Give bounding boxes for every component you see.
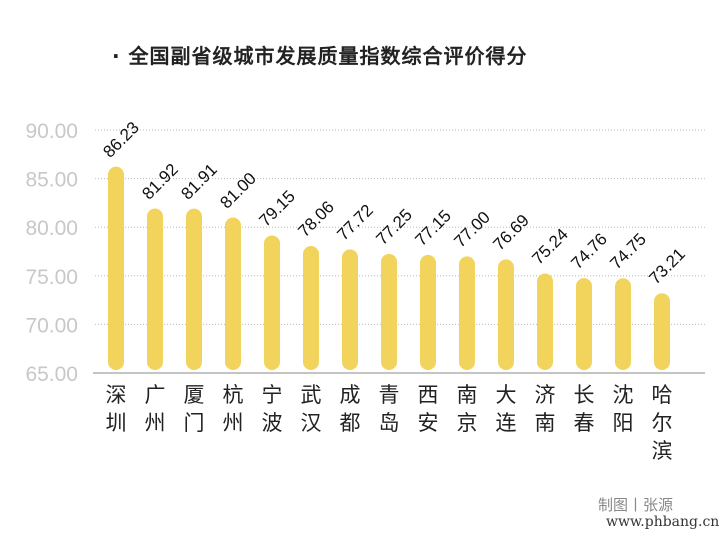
x-tick-label: 圳	[106, 411, 127, 435]
data-label: 75.24	[528, 225, 572, 269]
data-label: 73.21	[645, 245, 689, 289]
x-tick-label: 杭	[223, 383, 244, 407]
data-label: 74.76	[567, 229, 611, 273]
x-tick-label: 南	[535, 411, 556, 435]
x-tick-label: 宁	[262, 383, 283, 407]
data-label: 76.69	[489, 211, 533, 255]
x-tick-label: 州	[145, 411, 166, 435]
data-label: 77.25	[372, 205, 416, 249]
bar	[420, 254, 436, 370]
x-tick-label: 滨	[652, 439, 673, 463]
x-tick-label: 南	[457, 383, 478, 407]
x-tick-label: 济	[535, 383, 556, 407]
x-tick-label: 大	[496, 383, 517, 407]
credit-text: 制图丨张源	[598, 496, 674, 514]
y-tick-label: 70.00	[25, 314, 78, 337]
bar	[147, 208, 163, 370]
x-tick-label: 汉	[301, 411, 322, 435]
x-tick-label: 连	[496, 411, 517, 435]
y-tick-label: 80.00	[25, 217, 78, 240]
bar	[342, 249, 358, 370]
x-tick-label: 春	[574, 411, 595, 435]
x-tick-label: 西	[418, 383, 439, 407]
x-tick-label: 门	[184, 411, 205, 435]
data-label: 81.92	[138, 160, 182, 204]
bar	[498, 259, 514, 370]
x-tick-label: 成	[340, 383, 361, 407]
data-label: 78.06	[294, 197, 338, 241]
x-tick-label: 都	[340, 411, 361, 435]
data-label: 81.91	[177, 160, 221, 204]
x-tick-label: 安	[418, 411, 439, 435]
data-label: 79.15	[255, 187, 299, 231]
x-tick-label: 波	[262, 411, 283, 435]
x-tick-label: 哈	[652, 383, 673, 407]
bar	[459, 256, 475, 370]
x-tick-label: 州	[223, 411, 244, 435]
bar	[381, 253, 397, 370]
bar	[537, 273, 553, 370]
bar	[186, 208, 202, 370]
x-tick-label: 广	[145, 383, 166, 407]
bar	[225, 217, 241, 370]
bar	[654, 293, 670, 370]
bar	[615, 278, 631, 370]
x-tick-label: 长	[574, 383, 595, 407]
bar	[108, 166, 124, 370]
data-label: 77.15	[411, 206, 455, 250]
y-tick-label: 85.00	[25, 169, 78, 192]
data-label: 77.72	[333, 201, 377, 245]
data-label: 81.00	[216, 169, 260, 213]
x-tick-label: 岛	[379, 411, 400, 435]
bar	[264, 235, 280, 370]
x-tick-label: 青	[379, 383, 400, 407]
y-tick-label: 65.00	[25, 363, 78, 386]
x-tick-label: 武	[301, 383, 322, 407]
data-label: 86.23	[99, 118, 143, 162]
watermark: www.phbang.cn	[606, 514, 720, 530]
y-tick-label: 75.00	[25, 266, 78, 289]
data-label: 77.00	[450, 208, 494, 252]
y-tick-label: 90.00	[25, 120, 78, 143]
x-tick-label: 阳	[613, 411, 634, 435]
x-tick-label: 沈	[613, 383, 634, 407]
x-tick-label: 京	[457, 411, 478, 435]
bar	[303, 246, 319, 370]
chart-title: · 全国副省级城市发展质量指数综合评价得分	[112, 44, 528, 68]
data-label: 74.75	[606, 230, 650, 274]
x-tick-label: 深	[106, 383, 127, 407]
x-tick-label: 厦	[184, 383, 205, 407]
x-tick-label: 尔	[652, 411, 673, 435]
bar	[576, 278, 592, 370]
